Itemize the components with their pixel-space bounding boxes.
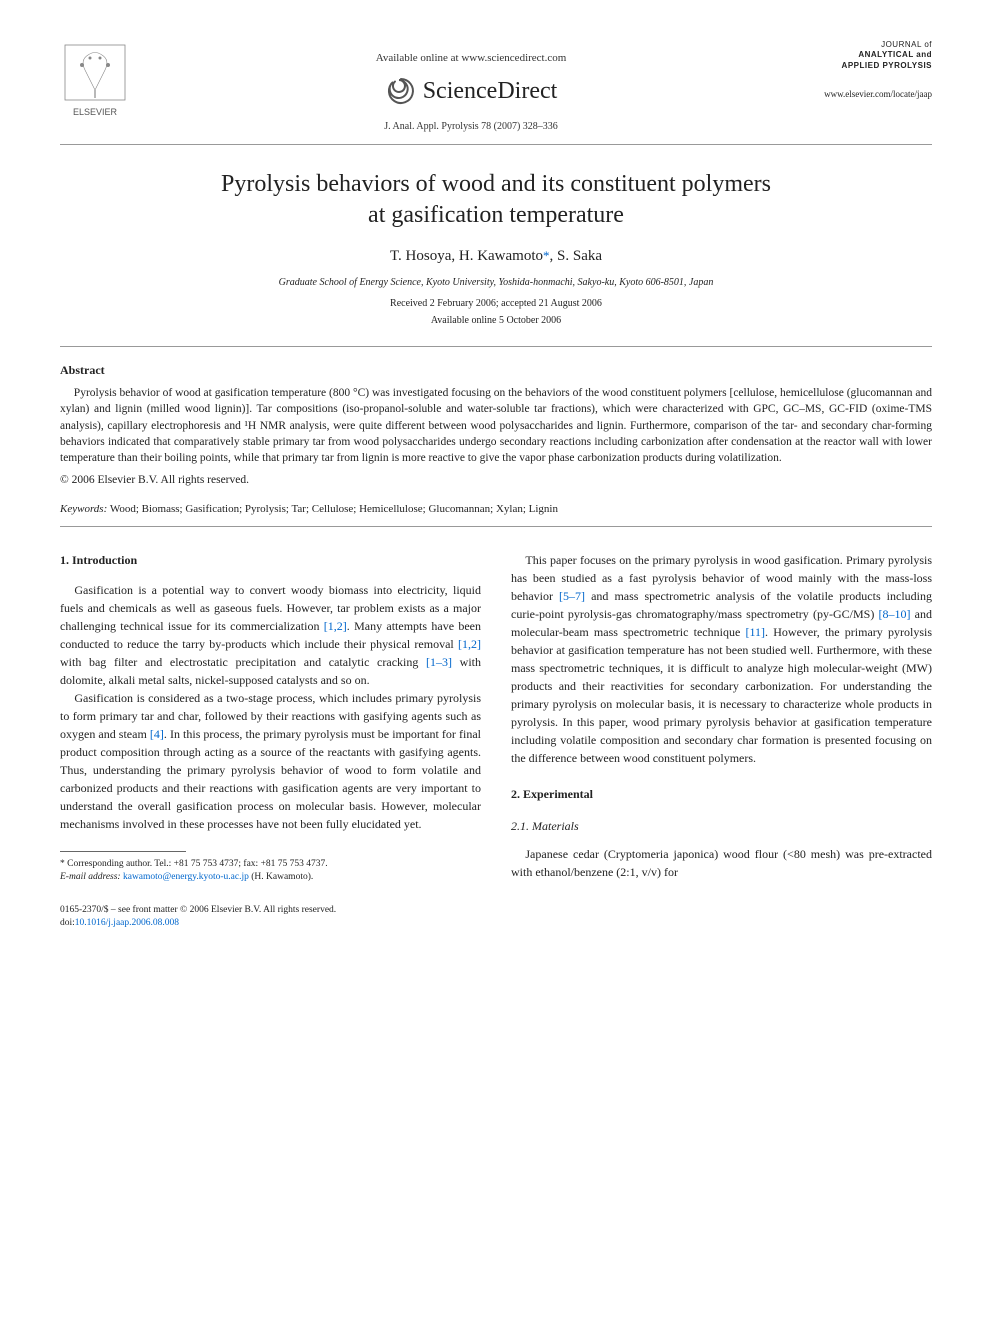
elsevier-tree-icon: ELSEVIER bbox=[60, 40, 130, 120]
citation-line: J. Anal. Appl. Pyrolysis 78 (2007) 328–3… bbox=[130, 119, 812, 134]
elsevier-label: ELSEVIER bbox=[73, 107, 118, 117]
elsevier-logo-block: ELSEVIER bbox=[60, 40, 130, 126]
column-left: 1. Introduction Gasification is a potent… bbox=[60, 551, 481, 931]
abstract-divider bbox=[60, 526, 932, 527]
col2-para-1: This paper focuses on the primary pyroly… bbox=[511, 551, 932, 767]
ref-link-1-2b[interactable]: [1,2] bbox=[458, 637, 481, 651]
materials-para-1: Japanese cedar (Cryptomeria japonica) wo… bbox=[511, 845, 932, 881]
section-2-heading: 2. Experimental bbox=[511, 785, 932, 803]
footnote-tel-fax: * Corresponding author. Tel.: +81 75 753… bbox=[60, 858, 481, 871]
body-columns: 1. Introduction Gasification is a potent… bbox=[60, 551, 932, 931]
doi-line: doi:10.1016/j.jaap.2006.08.008 bbox=[60, 917, 481, 930]
doi-label: doi: bbox=[60, 918, 75, 928]
footnote-divider bbox=[60, 851, 186, 852]
corresponding-author-footnote: * Corresponding author. Tel.: +81 75 753… bbox=[60, 858, 481, 885]
ref-link-4[interactable]: [4] bbox=[150, 727, 164, 741]
affiliation: Graduate School of Energy Science, Kyoto… bbox=[60, 275, 932, 290]
front-matter-line: 0165-2370/$ – see front matter © 2006 El… bbox=[60, 904, 481, 917]
article-title: Pyrolysis behaviors of wood and its cons… bbox=[60, 169, 932, 231]
section-2-1-heading: 2.1. Materials bbox=[511, 817, 932, 835]
keywords-line: Keywords: Wood; Biomass; Gasification; P… bbox=[60, 501, 932, 518]
ref-link-1-2[interactable]: [1,2] bbox=[324, 619, 347, 633]
title-divider bbox=[60, 346, 932, 347]
journal-info-box: JOURNAL of ANALYTICAL and APPLIED PYROLY… bbox=[812, 40, 932, 101]
section-1-heading: 1. Introduction bbox=[60, 551, 481, 569]
available-online-text: Available online at www.sciencedirect.co… bbox=[130, 50, 812, 67]
keywords-values: Wood; Biomass; Gasification; Pyrolysis; … bbox=[107, 503, 558, 515]
column-right: This paper focuses on the primary pyroly… bbox=[511, 551, 932, 931]
footer-block: 0165-2370/$ – see front matter © 2006 El… bbox=[60, 904, 481, 931]
sciencedirect-swirl-icon bbox=[385, 75, 417, 107]
journal-title-line3: APPLIED PYROLYSIS bbox=[812, 61, 932, 71]
ref-link-1-3[interactable]: [1–3] bbox=[426, 655, 452, 669]
corresponding-email-link[interactable]: kawamoto@energy.kyoto-u.ac.jp bbox=[123, 872, 249, 882]
received-accepted-dates: Received 2 February 2006; accepted 21 Au… bbox=[60, 296, 932, 311]
title-line-1: Pyrolysis behaviors of wood and its cons… bbox=[221, 171, 771, 197]
intro-para-1: Gasification is a potential way to conve… bbox=[60, 581, 481, 689]
page-header: ELSEVIER Available online at www.science… bbox=[60, 40, 932, 134]
email-label: E-mail address: bbox=[60, 872, 123, 882]
sciencedirect-logo: ScienceDirect bbox=[385, 73, 558, 109]
abstract-heading: Abstract bbox=[60, 361, 932, 379]
journal-title-line2: ANALYTICAL and bbox=[812, 50, 932, 60]
journal-title-line1: JOURNAL of bbox=[812, 40, 932, 50]
email-tail: (H. Kawamoto). bbox=[249, 872, 313, 882]
title-line-2: at gasification temperature bbox=[368, 202, 624, 228]
sciencedirect-text: ScienceDirect bbox=[423, 73, 558, 109]
journal-url: www.elsevier.com/locate/jaap bbox=[812, 89, 932, 101]
header-center: Available online at www.sciencedirect.co… bbox=[130, 40, 812, 134]
abstract-copyright: © 2006 Elsevier B.V. All rights reserved… bbox=[60, 472, 932, 489]
authors-line: T. Hosoya, H. Kawamoto*, S. Saka bbox=[60, 245, 932, 268]
ref-link-5-7[interactable]: [5–7] bbox=[559, 589, 585, 603]
doi-link[interactable]: 10.1016/j.jaap.2006.08.008 bbox=[75, 918, 179, 928]
authors-tail: , S. Saka bbox=[550, 248, 603, 264]
abstract-body: Pyrolysis behavior of wood at gasificati… bbox=[60, 385, 932, 465]
footnote-email-line: E-mail address: kawamoto@energy.kyoto-u.… bbox=[60, 871, 481, 884]
ref-link-11[interactable]: [11] bbox=[745, 625, 765, 639]
header-divider bbox=[60, 144, 932, 145]
ref-link-8-10[interactable]: [8–10] bbox=[879, 607, 911, 621]
available-online-date: Available online 5 October 2006 bbox=[60, 313, 932, 328]
authors-names: T. Hosoya, H. Kawamoto bbox=[390, 248, 543, 264]
keywords-label: Keywords: bbox=[60, 503, 107, 515]
intro-para-2: Gasification is considered as a two-stag… bbox=[60, 689, 481, 833]
